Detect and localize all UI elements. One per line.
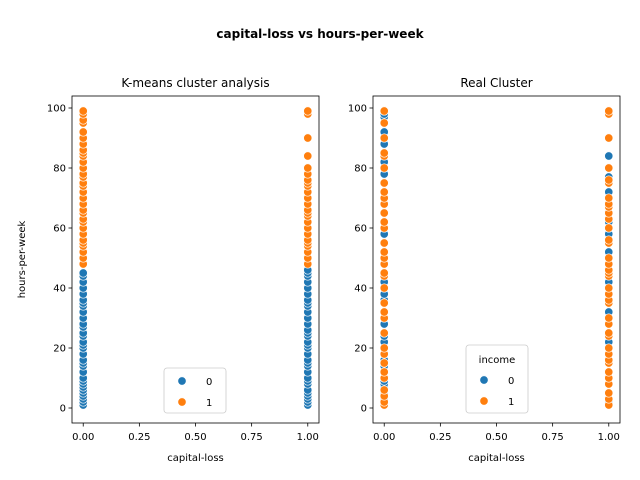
x-tick-label: 0.25 [429, 432, 451, 443]
y-tick-label: 100 [47, 104, 66, 115]
data-point [604, 106, 614, 116]
legend-entry: 1 [206, 398, 212, 409]
y-tick-label: 100 [348, 104, 367, 115]
y-tick-label: 20 [354, 344, 367, 355]
legend: income 0 1 [465, 344, 529, 414]
y-tick-label: 60 [53, 224, 66, 235]
data-point [303, 106, 313, 116]
data-point [604, 253, 614, 263]
x-axis-label: capital-loss [167, 453, 224, 464]
data-point [379, 268, 389, 278]
data-point [78, 127, 88, 137]
data-point [604, 163, 614, 173]
data-point [303, 151, 313, 161]
data-point [379, 247, 389, 257]
legend-title: income [479, 355, 516, 366]
legend-entry: 1 [508, 397, 514, 408]
axes-title: K-means cluster analysis [121, 76, 269, 90]
data-point [379, 238, 389, 248]
x-tick-label: 0.50 [184, 432, 206, 443]
axes-title: Real Cluster [460, 76, 532, 90]
series-0 [78, 265, 313, 410]
data-point [379, 385, 389, 395]
data-point [604, 388, 614, 398]
x-tick-label: 0.75 [542, 432, 564, 443]
legend-marker [177, 397, 187, 407]
data-point [604, 343, 614, 353]
data-point [604, 133, 614, 143]
y-tick-label: 80 [53, 164, 66, 175]
left-axes: 0.00 0.25 0.50 0.75 1.00 0 20 40 60 80 100 capital-… [17, 76, 320, 464]
legend-frame [465, 344, 529, 414]
legend: 01 [163, 367, 227, 414]
x-tick-label: 0.75 [241, 432, 263, 443]
data-point [303, 163, 313, 173]
series-1 [379, 106, 614, 410]
x-tick-label: 1.00 [598, 432, 620, 443]
series-1 [78, 106, 313, 269]
data-point [379, 187, 389, 197]
data-point [379, 358, 389, 368]
y-tick-label: 40 [53, 284, 66, 295]
data-point [604, 367, 614, 377]
data-point [604, 313, 614, 323]
y-tick-label: 80 [354, 164, 367, 175]
legend-marker [177, 376, 187, 386]
data-point [604, 235, 614, 245]
data-point [379, 163, 389, 173]
data-point [379, 298, 389, 308]
data-point [379, 367, 389, 377]
data-point [78, 268, 88, 278]
data-point [379, 133, 389, 143]
data-point [78, 106, 88, 116]
x-tick-label: 0.50 [485, 432, 507, 443]
figure-suptitle: capital-loss vs hours-per-week [216, 27, 424, 41]
data-point [379, 307, 389, 317]
y-tick-label: 20 [53, 344, 66, 355]
data-point [303, 133, 313, 143]
data-point [604, 151, 614, 161]
data-point [379, 148, 389, 158]
y-axis-label: hours-per-week [17, 221, 28, 299]
data-point [604, 193, 614, 203]
data-point [379, 283, 389, 293]
data-point [379, 118, 389, 128]
data-point [379, 328, 389, 338]
data-point [379, 208, 389, 218]
legend-frame [163, 367, 227, 414]
right-axes: 0.00 0.25 0.50 0.75 1.00 0 20 40 60 80 100 capital-… [348, 76, 621, 464]
data-point [604, 223, 614, 233]
data-point [604, 328, 614, 338]
x-tick-label: 0.00 [72, 432, 94, 443]
y-tick-label: 60 [354, 224, 367, 235]
data-point [379, 343, 389, 353]
x-tick-label: 1.00 [297, 432, 319, 443]
x-tick-label: 0.25 [128, 432, 150, 443]
legend-marker [479, 396, 489, 406]
legend-marker [479, 375, 489, 385]
data-point [379, 106, 389, 116]
y-tick-label: 40 [354, 284, 367, 295]
y-tick-label: 0 [60, 404, 66, 415]
x-tick-label: 0.00 [373, 432, 395, 443]
data-point [604, 283, 614, 293]
data-point [379, 217, 389, 227]
x-axis-label: capital-loss [468, 453, 525, 464]
legend-entry: 0 [206, 377, 212, 388]
legend-entry: 0 [508, 376, 514, 387]
data-point [604, 175, 614, 185]
data-point [379, 178, 389, 188]
y-tick-label: 0 [361, 404, 367, 415]
